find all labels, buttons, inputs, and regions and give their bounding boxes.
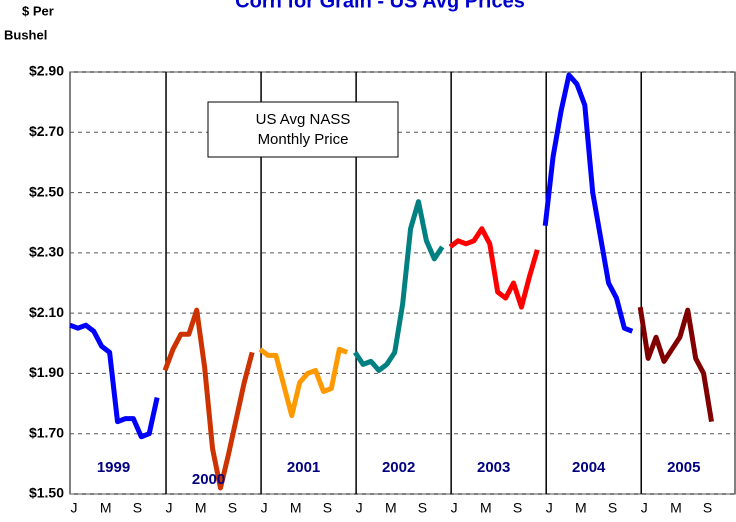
y-tick-label: $1.70 <box>29 424 64 440</box>
x-tick-label: S <box>323 500 332 516</box>
y-tick-label: $2.10 <box>29 304 64 320</box>
price-line <box>637 306 714 423</box>
annotation-box <box>207 101 399 158</box>
year-label: 2000 <box>192 471 225 488</box>
x-tick-label: M <box>480 500 492 516</box>
x-tick-label: J <box>546 500 553 516</box>
price-line <box>258 346 349 419</box>
x-tick-label: J <box>71 500 78 516</box>
price-line <box>69 322 160 440</box>
y-tick-label: $2.30 <box>29 244 64 260</box>
y-tick-label: $1.50 <box>29 485 64 501</box>
x-tick-label: S <box>228 500 237 516</box>
x-tick-label: S <box>703 500 712 516</box>
year-label: 2002 <box>382 459 415 476</box>
x-tick-label: M <box>100 500 112 516</box>
x-tick-label: M <box>575 500 587 516</box>
x-tick-label: J <box>641 500 648 516</box>
y-tick-label: $1.90 <box>29 364 64 380</box>
annotation: Monthly Price <box>258 131 349 148</box>
x-tick-label: S <box>608 500 617 516</box>
price-line <box>162 307 255 491</box>
year-label: 2005 <box>667 459 700 476</box>
x-tick-label: J <box>261 500 268 516</box>
x-tick-label: M <box>195 500 207 516</box>
y-axis-label: Bushel <box>4 27 47 42</box>
x-tick-label: M <box>670 500 682 516</box>
year-label: 2004 <box>572 459 606 476</box>
y-tick-label: $2.90 <box>29 63 64 79</box>
x-tick-label: J <box>166 500 173 516</box>
x-tick-label: S <box>133 500 142 516</box>
x-tick-label: J <box>356 500 363 516</box>
price-line <box>353 199 445 373</box>
x-tick-label: J <box>451 500 458 516</box>
x-tick-label: M <box>385 500 397 516</box>
x-tick-label: S <box>418 500 427 516</box>
y-axis-label: $ Per <box>22 3 54 18</box>
y-tick-label: $2.50 <box>29 183 64 199</box>
y-tick-label: $2.70 <box>29 123 64 139</box>
annotation: US Avg NASS <box>256 111 351 128</box>
price-line <box>542 72 634 334</box>
x-tick-label: M <box>290 500 302 516</box>
year-label: 2001 <box>287 459 320 476</box>
price-line <box>448 226 540 310</box>
chart-title: Corn for Grain - US Avg Prices <box>235 0 525 12</box>
year-label: 2003 <box>477 459 510 476</box>
x-tick-label: S <box>513 500 522 516</box>
year-label: 1999 <box>97 459 130 476</box>
